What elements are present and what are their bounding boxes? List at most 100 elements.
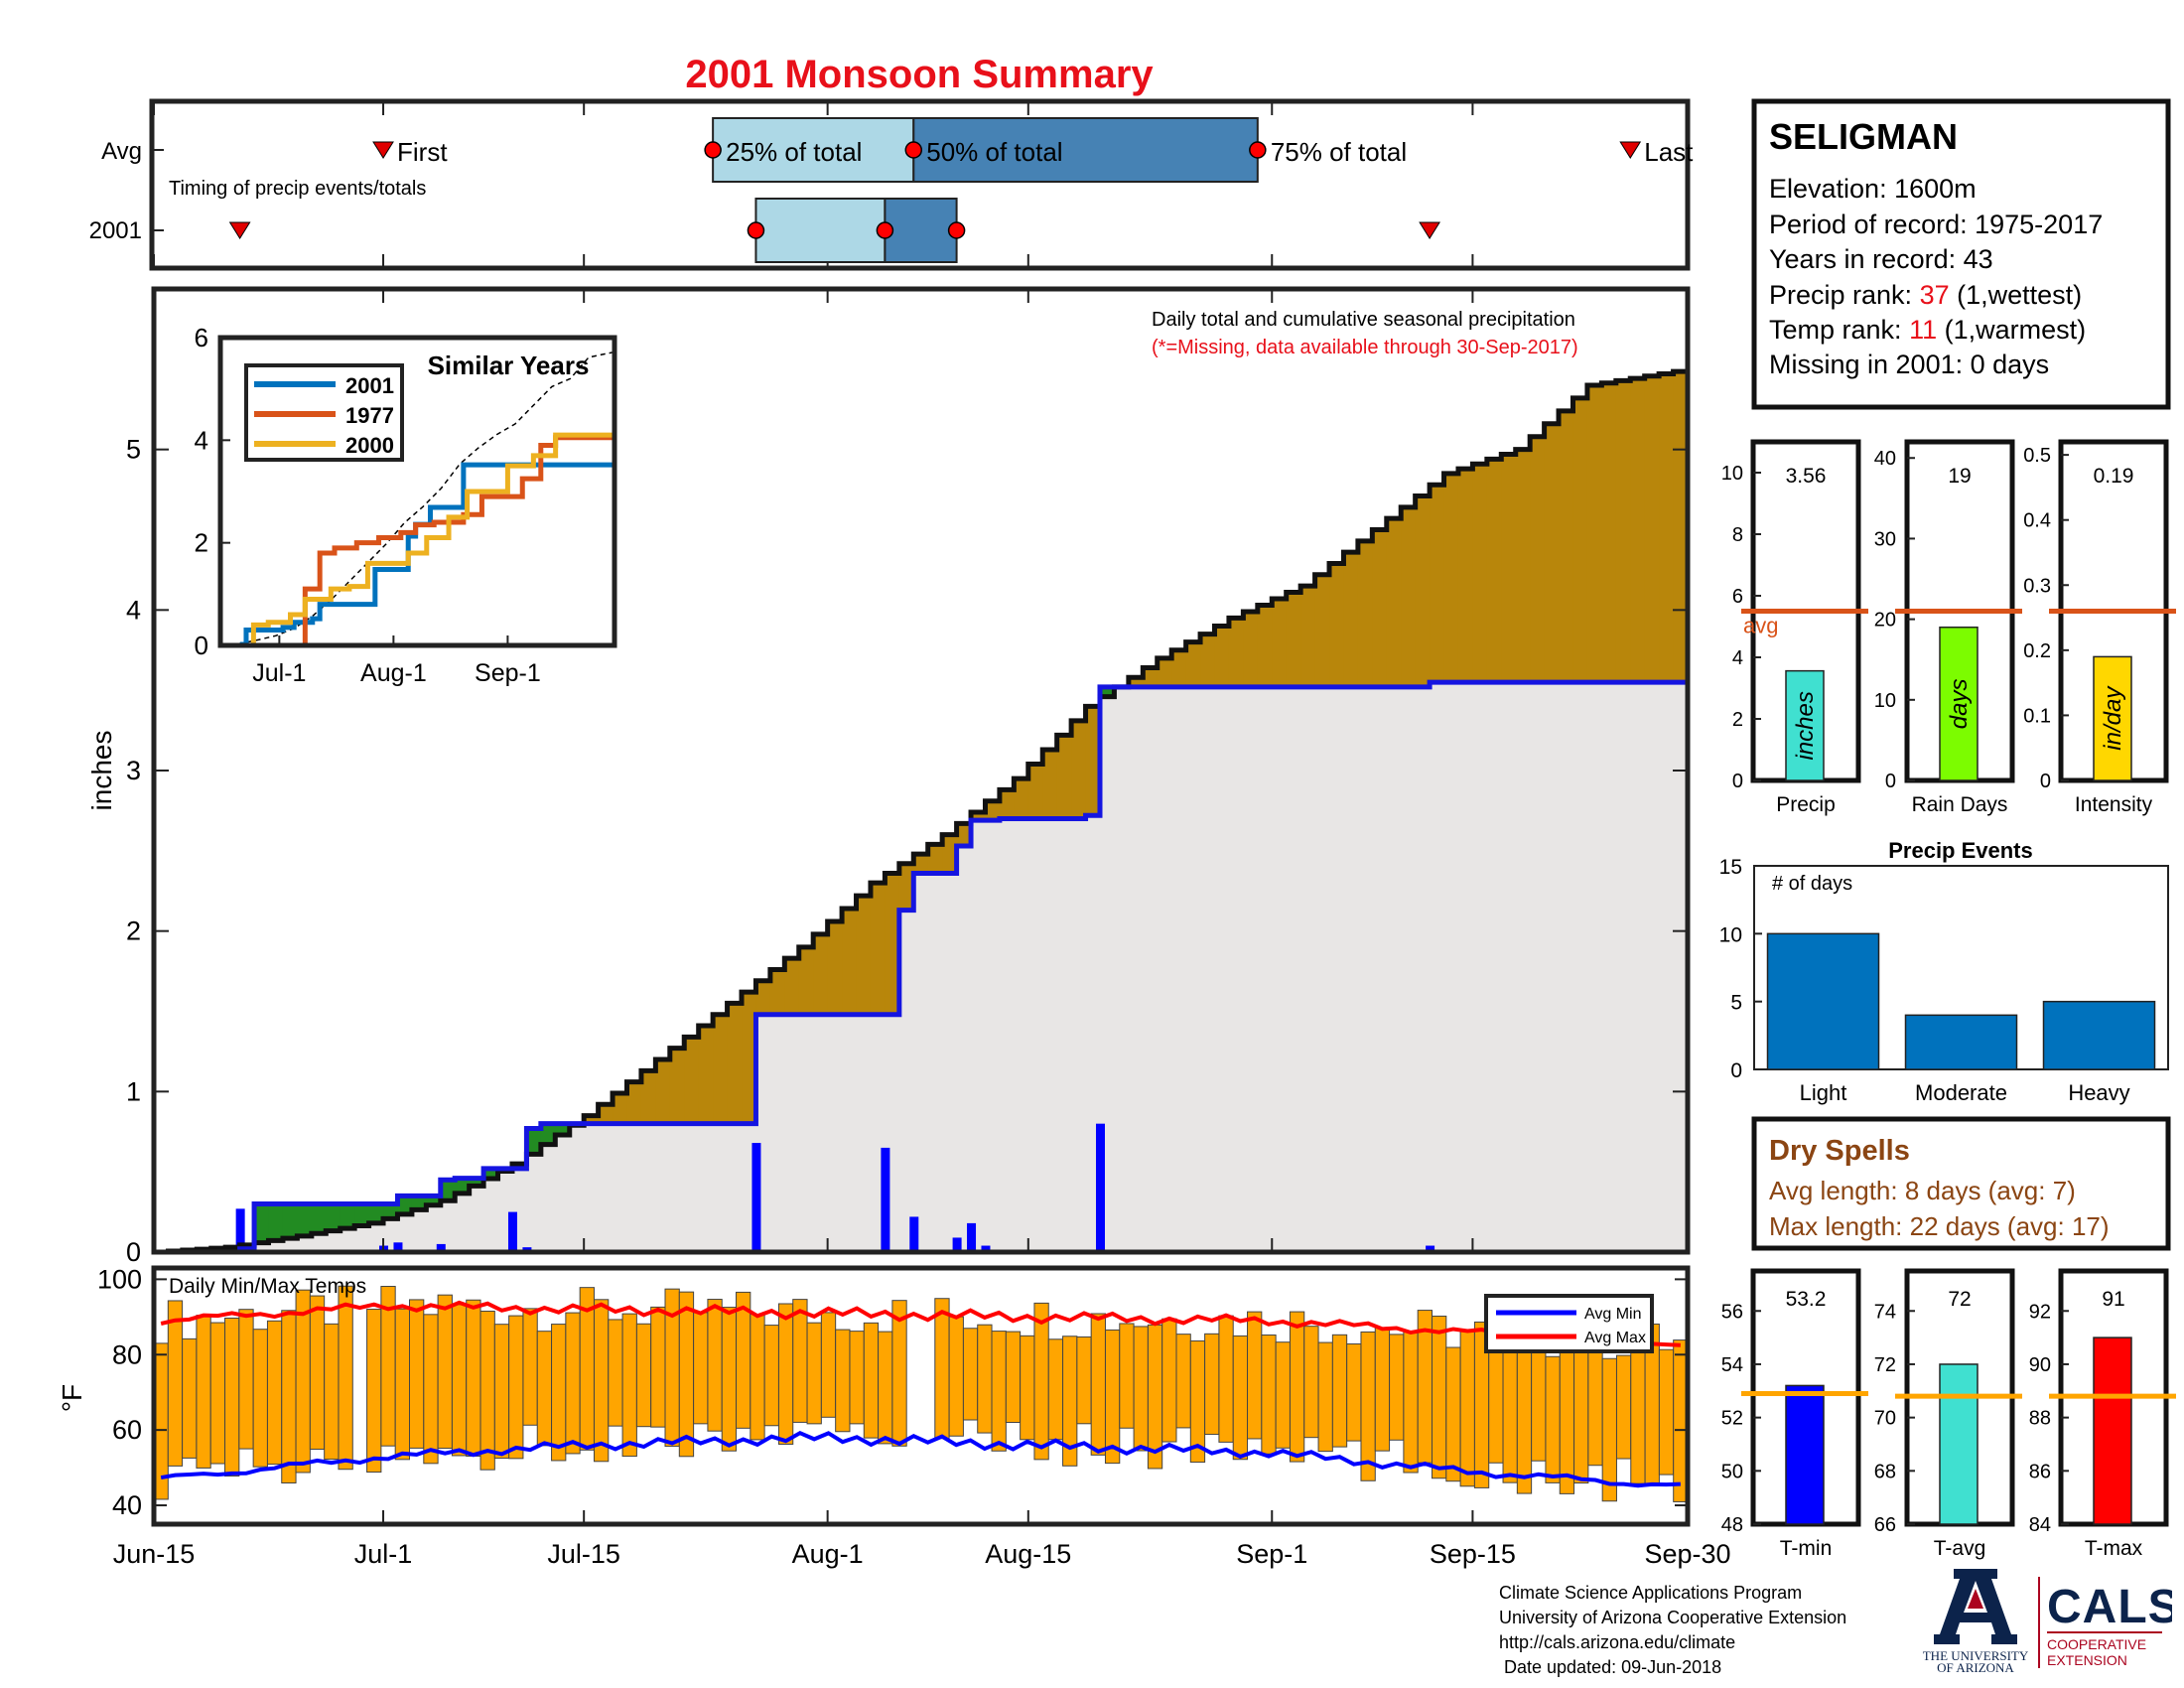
deficit-fill — [1056, 735, 1072, 819]
deficit-fill — [1143, 667, 1159, 687]
deficit-fill — [1586, 385, 1602, 683]
deficit-fill — [698, 1026, 714, 1124]
deficit-fill — [1214, 626, 1230, 687]
deficit-fill — [1515, 449, 1531, 683]
deficit-fill — [1014, 778, 1029, 819]
main-ytick-label: 2 — [126, 916, 141, 946]
daily-precip-bar — [393, 1242, 403, 1252]
deficit-fill — [1486, 459, 1502, 683]
legend-2000-label: 2000 — [345, 433, 394, 458]
surplus-fill — [555, 1123, 571, 1135]
quantile-marker — [704, 141, 722, 159]
daily-temp-bar — [295, 1289, 311, 1474]
footer-url[interactable]: http://cals.arizona.edu/climate — [1499, 1632, 1736, 1652]
first-last-marker — [228, 221, 251, 239]
daily-temp-bar — [707, 1299, 723, 1432]
daily-temp-bar — [650, 1306, 666, 1428]
deficit-fill — [971, 812, 986, 821]
deficit-fill — [999, 789, 1015, 819]
surplus-fill — [297, 1203, 313, 1236]
daily-temp-bar — [1175, 1334, 1191, 1429]
q75-label: 75% of total — [1271, 137, 1407, 167]
main-lines — [154, 368, 1691, 1255]
daily-temp-bar — [437, 1294, 453, 1450]
minichart-ytick-label: 4 — [1732, 647, 1743, 669]
q50-q75-box — [884, 198, 958, 263]
daily-temp-bar — [1630, 1340, 1646, 1484]
daily-precip-bar — [235, 1208, 245, 1252]
deficit-fill — [942, 834, 958, 874]
deficit-fill — [769, 969, 785, 1015]
events-bars: Light Moderate Heavy 0 5 10 15 — [1719, 856, 2156, 1105]
daily-temp-bar — [948, 1316, 964, 1437]
deficit-fill — [684, 1037, 700, 1124]
surplus-fill — [268, 1203, 284, 1241]
event-bar-light — [1766, 932, 1880, 1070]
temp-minichart-value-bar — [1785, 1384, 1825, 1525]
surplus-fill — [526, 1128, 542, 1155]
deficit-fill — [1357, 540, 1373, 687]
x-date-label: Aug-1 — [792, 1539, 864, 1569]
daily-temp-bar — [522, 1308, 538, 1426]
quantile-marker — [747, 221, 765, 239]
deficit-fill — [985, 800, 1001, 821]
inset-title: Similar Years — [428, 351, 590, 380]
temp-minichart-ytick-label: 86 — [2029, 1461, 2051, 1482]
q50-q75-box — [912, 117, 1259, 183]
minichart-ytick-label: 0 — [1885, 771, 1896, 792]
deficit-fill — [1228, 618, 1244, 687]
season-totals-minicharts: 0 2 4 6 8 10 3.56 inches Precip avg 0 10 20 30 40 19 day… — [1721, 439, 2176, 816]
cals-line2: EXTENSION — [2047, 1652, 2127, 1668]
deficit-fill — [1243, 611, 1259, 687]
daily-temp-bar — [608, 1319, 623, 1427]
daily-precip-bars — [235, 1123, 1435, 1252]
events-ylabel: # of days — [1772, 873, 1852, 895]
daily-temp-bar — [493, 1324, 510, 1460]
minichart-ytick-label: 20 — [1874, 610, 1896, 632]
deficit-fill — [1257, 605, 1273, 687]
daily-temp-bar — [1459, 1330, 1475, 1487]
x-date-label: Sep-30 — [1644, 1539, 1730, 1569]
deficit-fill — [1601, 382, 1617, 683]
deficit-fill — [1085, 706, 1101, 816]
daily-temp-bar — [849, 1331, 865, 1425]
deficit-fill — [1572, 397, 1588, 683]
daily-temp-bar — [182, 1337, 198, 1459]
temp-minichart-ytick-label: 92 — [2029, 1301, 2051, 1323]
dry-spells-frame — [1751, 1116, 2171, 1251]
cals-line1: COOPERATIVE — [2047, 1636, 2146, 1652]
deficit-fill — [956, 823, 972, 846]
surplus-fill — [426, 1196, 442, 1205]
minichart-ytick-label: 0 — [1732, 771, 1743, 792]
temp-bars — [153, 1285, 1689, 1502]
footer-line2: University of Arizona Cooperative Extens… — [1499, 1608, 1847, 1627]
daily-temp-bar — [309, 1295, 326, 1451]
temps-ytick-label: 40 — [112, 1490, 142, 1520]
station-name: SELIGMAN — [1769, 116, 1958, 157]
surplus-fill — [1099, 686, 1115, 697]
deficit-fill — [640, 1070, 656, 1124]
minichart-ytick-label: 0.2 — [2023, 640, 2051, 662]
daily-temp-bar — [721, 1307, 738, 1452]
surplus-fill — [411, 1196, 427, 1210]
cals-logo: CALS COOPERATIVE EXTENSION — [2047, 1581, 2172, 1668]
temp-minichart-value-bar — [1939, 1363, 1979, 1525]
first-last-marker — [1619, 141, 1642, 159]
temp-minichart-category-label: T-max — [2085, 1537, 2143, 1560]
below-2001-fill — [154, 680, 1688, 1252]
deficit-fill — [1659, 373, 1675, 683]
main-ytick-label: 0 — [126, 1237, 141, 1267]
surplus-fill — [326, 1203, 341, 1231]
x-date-label: Sep-15 — [1430, 1539, 1516, 1569]
ua-block-a-red — [1968, 1589, 1983, 1609]
daily-temp-bar — [621, 1313, 637, 1458]
daily-temp-bar — [423, 1314, 439, 1465]
daily-temp-bar — [777, 1303, 794, 1445]
surplus-fill — [455, 1178, 471, 1194]
daily-temp-bar — [565, 1312, 581, 1455]
daily-temp-bar — [508, 1315, 524, 1460]
deficit-fill — [1171, 649, 1187, 687]
daily-temp-bar — [1247, 1311, 1263, 1440]
first-last-marker — [372, 141, 394, 159]
